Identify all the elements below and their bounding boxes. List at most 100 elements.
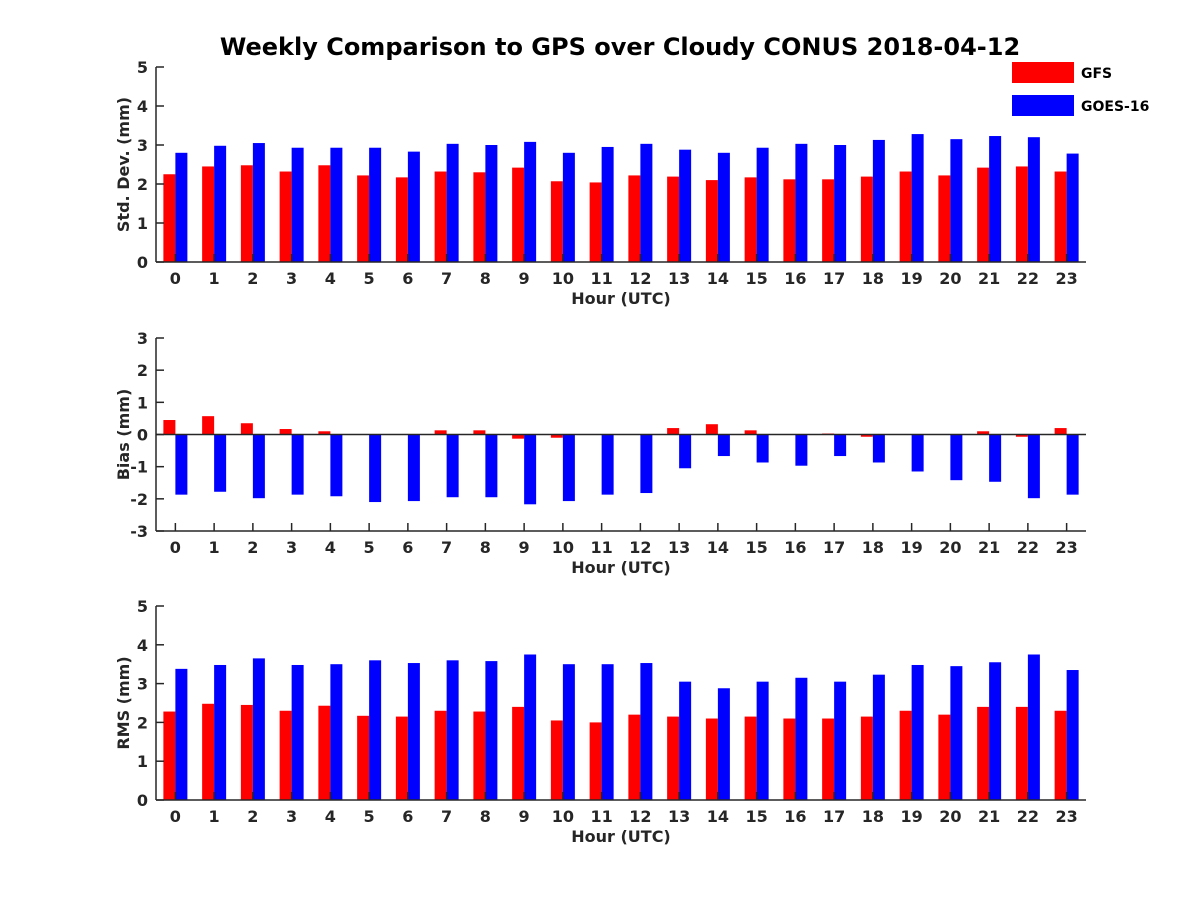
bar-goes16-p3-h14 — [717, 688, 730, 800]
bar-goes16-p1-h17 — [834, 145, 847, 262]
bar-gfs-p3-h21 — [977, 706, 990, 800]
x-tick-label: 22 — [1017, 269, 1039, 288]
bar-gfs-p3-h6 — [395, 716, 408, 800]
bar-goes16-p2-h11 — [601, 434, 614, 495]
x-tick-label: 23 — [1055, 538, 1077, 557]
x-tick-label: 13 — [668, 538, 690, 557]
bar-gfs-p1-h5 — [357, 175, 370, 262]
x-tick-label: 4 — [325, 269, 336, 288]
bar-gfs-p3-h15 — [744, 716, 757, 800]
y-tick-label: 5 — [137, 597, 148, 616]
bar-goes16-p1-h3 — [291, 147, 304, 262]
bar-gfs-p2-h18 — [860, 434, 873, 437]
bar-goes16-p1-h13 — [679, 149, 692, 262]
x-axis-label: Hour (UTC) — [571, 558, 671, 577]
bar-gfs-p3-h8 — [473, 711, 486, 800]
bar-goes16-p2-h20 — [950, 434, 963, 481]
bar-gfs-p2-h1 — [202, 416, 215, 435]
y-tick-label: 3 — [137, 675, 148, 694]
bar-gfs-p1-h18 — [860, 176, 873, 262]
bar-goes16-p1-h15 — [756, 147, 769, 262]
bar-gfs-p2-h22 — [1015, 434, 1028, 437]
x-tick-label: 18 — [862, 269, 884, 288]
bar-goes16-p2-h10 — [562, 434, 575, 502]
y-tick-label: -3 — [130, 522, 148, 541]
x-tick-label: 9 — [519, 269, 530, 288]
x-axis-label: Hour (UTC) — [571, 827, 671, 846]
legend-label-goes16: GOES-16 — [1081, 99, 1149, 115]
x-tick-label: 21 — [978, 269, 1000, 288]
bar-goes16-p3-h15 — [756, 681, 769, 800]
bar-gfs-p1-h14 — [705, 180, 718, 262]
x-tick-label: 4 — [325, 538, 336, 557]
x-tick-label: 20 — [939, 538, 961, 557]
bar-gfs-p3-h10 — [550, 720, 563, 800]
y-tick-label: 0 — [137, 791, 148, 810]
x-tick-label: 8 — [480, 807, 491, 826]
bar-goes16-p3-h8 — [485, 661, 498, 800]
bar-goes16-p2-h5 — [369, 434, 382, 503]
bar-gfs-p3-h13 — [667, 716, 680, 800]
bar-goes16-p1-h19 — [911, 134, 924, 262]
x-tick-label: 16 — [784, 538, 806, 557]
bar-gfs-p1-h2 — [240, 165, 253, 262]
y-axis-label: RMS (mm) — [114, 656, 133, 749]
x-tick-label: 17 — [823, 807, 845, 826]
bar-goes16-p1-h10 — [562, 152, 575, 262]
bar-goes16-p1-h8 — [485, 145, 498, 262]
bar-gfs-p1-h21 — [977, 167, 990, 262]
bar-goes16-p2-h8 — [485, 434, 498, 498]
bar-goes16-p3-h3 — [291, 664, 304, 800]
bar-goes16-p2-h23 — [1066, 434, 1079, 495]
bar-goes16-p1-h14 — [717, 152, 730, 262]
bar-goes16-p1-h7 — [446, 143, 459, 262]
bar-goes16-p2-h17 — [834, 434, 847, 457]
y-tick-label: -2 — [130, 490, 148, 509]
y-tick-label: 2 — [137, 175, 148, 194]
bar-goes16-p2-h7 — [446, 434, 459, 498]
bar-gfs-p2-h13 — [667, 428, 680, 435]
x-tick-label: 1 — [209, 269, 220, 288]
bar-goes16-p3-h2 — [252, 658, 265, 800]
bar-goes16-p2-h9 — [524, 434, 537, 505]
bar-goes16-p2-h14 — [717, 434, 730, 457]
x-tick-label: 12 — [629, 538, 651, 557]
x-tick-label: 3 — [286, 807, 297, 826]
bar-goes16-p3-h12 — [640, 663, 653, 800]
bar-goes16-p2-h13 — [679, 434, 692, 469]
bar-gfs-p1-h4 — [318, 165, 331, 262]
bar-gfs-p3-h14 — [705, 718, 718, 800]
bar-goes16-p1-h20 — [950, 139, 963, 262]
bar-goes16-p3-h17 — [834, 681, 847, 800]
x-tick-label: 2 — [247, 538, 258, 557]
bar-gfs-p2-h9 — [512, 434, 525, 439]
legend: GFS GOES-16 — [1012, 62, 1149, 116]
x-tick-label: 22 — [1017, 807, 1039, 826]
bar-goes16-p2-h2 — [252, 434, 265, 499]
bar-gfs-p1-h16 — [783, 179, 796, 262]
x-tick-label: 17 — [823, 269, 845, 288]
bar-gfs-p1-h13 — [667, 176, 680, 262]
bar-goes16-p2-h18 — [872, 434, 885, 463]
x-tick-label: 2 — [247, 807, 258, 826]
y-tick-label: 4 — [137, 636, 148, 655]
bar-goes16-p3-h18 — [872, 674, 885, 800]
bar-gfs-p3-h12 — [628, 714, 641, 800]
x-tick-label: 19 — [900, 538, 922, 557]
x-tick-label: 15 — [745, 269, 767, 288]
bar-gfs-p3-h0 — [163, 711, 176, 800]
bar-gfs-p2-h23 — [1054, 428, 1067, 435]
bar-goes16-p1-h6 — [407, 151, 420, 262]
bar-goes16-p2-h3 — [291, 434, 304, 495]
x-tick-label: 14 — [707, 538, 729, 557]
x-tick-label: 13 — [668, 269, 690, 288]
x-axis-label: Hour (UTC) — [571, 289, 671, 308]
bar-goes16-p3-h13 — [679, 681, 692, 800]
y-tick-label: 1 — [137, 752, 148, 771]
bar-gfs-p3-h19 — [899, 710, 912, 800]
x-tick-label: 16 — [784, 269, 806, 288]
bar-goes16-p3-h23 — [1066, 670, 1079, 800]
bar-gfs-p3-h22 — [1015, 706, 1028, 800]
bar-gfs-p3-h20 — [938, 714, 951, 800]
